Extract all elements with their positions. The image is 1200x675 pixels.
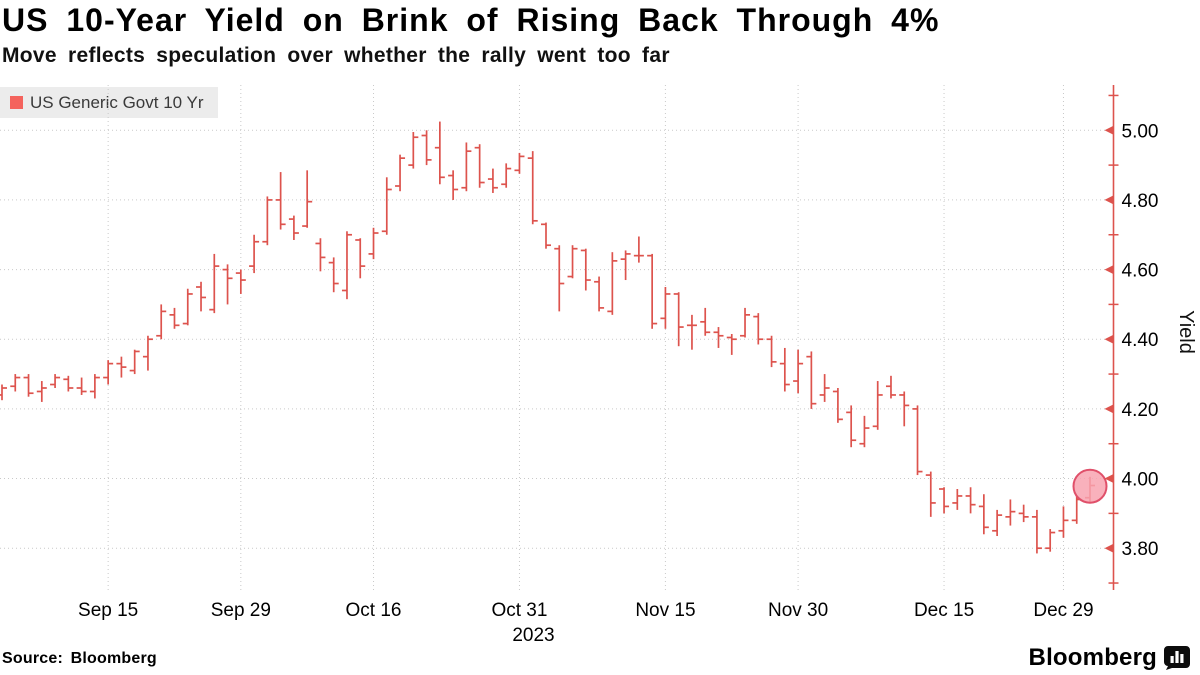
bloomberg-chart-icon — [1164, 646, 1190, 670]
y-tick-arrow-icon — [1104, 334, 1114, 344]
y-tick-label: 4.20 — [1122, 400, 1159, 421]
x-tick-label: Nov 15 — [635, 600, 695, 621]
y-tick-label: 4.40 — [1122, 330, 1159, 351]
y-tick-arrow-icon — [1104, 125, 1114, 135]
y-tick-arrow-icon — [1104, 404, 1114, 414]
highlight-circle — [1072, 468, 1108, 504]
source-note: Source: Bloomberg — [2, 650, 157, 667]
y-axis-title: Yield — [1175, 310, 1197, 354]
bloomberg-logo: Bloomberg — [1029, 644, 1190, 672]
x-tick-label: Sep 29 — [211, 600, 271, 621]
y-tick-arrow-icon — [1104, 265, 1114, 275]
bloomberg-wordmark: Bloomberg — [1028, 644, 1157, 671]
y-tick-arrow-icon — [1104, 474, 1114, 484]
chart-title: US 10-Year Yield on Brink of Rising Back… — [2, 2, 940, 38]
y-tick-label: 4.60 — [1122, 261, 1159, 282]
y-tick-label: 3.80 — [1122, 539, 1159, 560]
y-tick-arrow-icon — [1104, 195, 1114, 205]
y-tick-label: 5.00 — [1122, 121, 1159, 142]
x-tick-label: Oct 31 — [491, 600, 547, 621]
x-tick-label: Sep 15 — [78, 600, 138, 621]
x-tick-label: Dec 29 — [1033, 600, 1093, 621]
y-tick-label: 4.00 — [1122, 470, 1159, 491]
ohlc-series — [0, 121, 1095, 554]
y-tick-arrow-icon — [1104, 543, 1114, 553]
x-tick-label: Nov 30 — [768, 600, 828, 621]
x-tick-label: Oct 16 — [346, 600, 402, 621]
legend: US Generic Govt 10 Yr — [0, 87, 218, 118]
legend-swatch-icon — [10, 96, 23, 109]
year-label: 2023 — [512, 625, 554, 646]
legend-label: US Generic Govt 10 Yr — [30, 92, 204, 112]
x-tick-label: Dec 15 — [914, 600, 974, 621]
chart-subtitle: Move reflects speculation over whether t… — [2, 44, 670, 67]
y-tick-label: 4.80 — [1122, 191, 1159, 212]
